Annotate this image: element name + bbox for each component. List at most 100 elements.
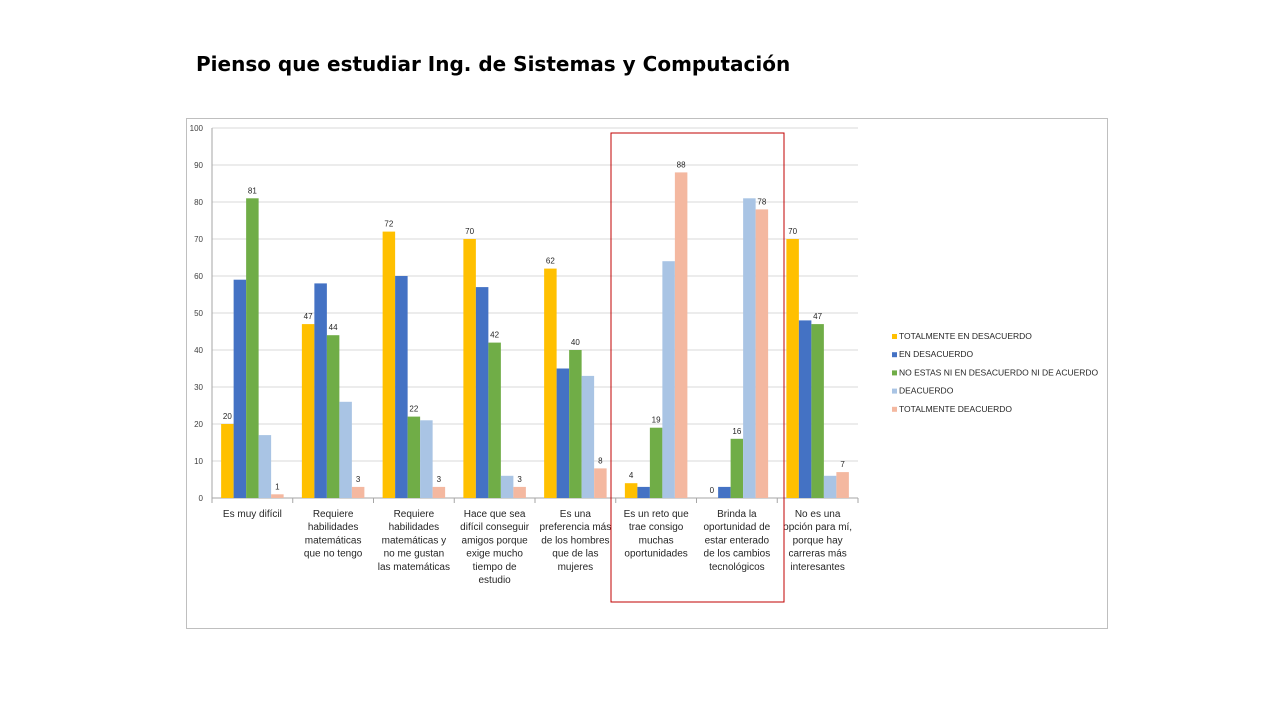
bar [420, 420, 433, 498]
legend-swatch [892, 370, 897, 376]
data-label: 7 [840, 460, 845, 469]
legend-label: DEACUERDO [899, 386, 954, 396]
legend-label: EN DESACUERDO [899, 349, 974, 359]
y-tick-label: 60 [194, 272, 203, 281]
data-labels: 20 81 1 47 44 3 72 22 3 70 42 3 62 40 8 4 19 88 0 16 78 70 47 7 [223, 160, 845, 495]
y-tick-label: 90 [194, 161, 203, 170]
data-label: 44 [329, 323, 338, 332]
bar [637, 486, 650, 498]
y-tick-label: 0 [199, 494, 204, 503]
bar [569, 350, 582, 498]
data-label: 3 [356, 475, 361, 484]
data-label: 62 [546, 257, 555, 266]
data-label: 8 [598, 456, 603, 465]
bar [221, 424, 234, 498]
bar [233, 279, 247, 498]
slide-title: Pienso que estudiar Ing. de Sistemas y C… [196, 52, 791, 76]
y-tick-label: 50 [194, 309, 203, 318]
data-label: 70 [465, 227, 474, 236]
category-label: Brinda la oportunidad de estar enterado de … [704, 509, 771, 573]
bar [301, 324, 315, 498]
data-label: 22 [409, 405, 418, 414]
data-label: 40 [571, 338, 580, 347]
bar [339, 401, 352, 498]
category-label: Requiere habilidades matemáticas que no ten… [304, 509, 363, 560]
bar [786, 239, 799, 498]
bar [488, 342, 501, 498]
legend: TOTALMENTE EN DESACUERDO EN DESACUERDO NO … [892, 331, 1099, 414]
data-label: 0 [710, 486, 715, 495]
bar [326, 335, 340, 498]
bar [743, 198, 756, 499]
y-tick-label: 80 [194, 198, 203, 207]
data-label: 1 [275, 482, 280, 491]
y-tick-label: 70 [194, 235, 203, 244]
data-label: 3 [437, 475, 442, 484]
bar [407, 416, 421, 498]
highlight-rectangle [610, 132, 785, 603]
bar [798, 320, 812, 498]
data-label: 47 [304, 312, 313, 321]
data-label: 3 [517, 475, 522, 484]
highlight-box [610, 132, 785, 603]
bar [755, 209, 769, 498]
legend-label: TOTALMENTE DEACUERDO [899, 404, 1012, 414]
bar [718, 486, 731, 498]
bar [836, 472, 849, 498]
bar [271, 494, 284, 498]
y-tick-label: 20 [194, 420, 203, 429]
bar [730, 438, 744, 498]
bar [823, 475, 837, 498]
bar [556, 368, 570, 498]
bar [581, 375, 595, 498]
legend-swatch [892, 388, 897, 394]
data-label: 4 [629, 471, 634, 480]
category-label: Es un reto que trae consigo muchas oportuni… [624, 509, 689, 560]
legend-label: NO ESTAS NI EN DESACUERDO NI DE ACUERDO [899, 367, 1099, 377]
legend-label: TOTALMENTE EN DESACUERDO [899, 331, 1032, 341]
category-label: Es una preferencia más de los hombres que d… [540, 509, 612, 573]
data-label: 88 [677, 160, 686, 169]
data-label: 81 [248, 186, 257, 195]
bar [246, 198, 259, 499]
y-tick-label: 40 [194, 346, 203, 355]
data-label: 47 [813, 312, 822, 321]
bar [258, 435, 272, 498]
data-label: 42 [490, 331, 499, 340]
bar [662, 261, 675, 498]
category-labels: Es muy difícil Requiere habilidades matemát… [223, 509, 852, 586]
bar [649, 427, 663, 498]
bars [221, 172, 849, 499]
data-label: 19 [652, 416, 661, 425]
category-label: Hace que sea difícil conseguir amigos porq… [460, 509, 530, 586]
data-label: 72 [384, 220, 393, 229]
category-label: Es muy difícil [223, 509, 282, 520]
y-tick-label: 100 [190, 124, 204, 133]
data-label: 20 [223, 412, 232, 421]
bar [351, 486, 365, 498]
y-tick-label: 10 [194, 457, 203, 466]
chart-frame [186, 118, 1108, 629]
bar [314, 283, 327, 498]
bar [382, 231, 396, 498]
legend-swatch [892, 352, 897, 358]
bar [500, 475, 514, 498]
legend-swatch [892, 334, 897, 339]
data-label: 78 [757, 197, 766, 206]
bar [395, 276, 408, 498]
data-label: 70 [788, 227, 797, 236]
y-tick-label: 30 [194, 383, 203, 392]
category-label: No es una opción para mí, porque hay carrer… [783, 509, 852, 573]
bar [475, 287, 489, 498]
data-label: 16 [732, 427, 741, 436]
bar [811, 324, 824, 498]
bar [624, 483, 638, 498]
bar [594, 468, 607, 498]
bar [432, 486, 446, 498]
legend-swatch [892, 406, 897, 412]
bar [513, 486, 526, 498]
bar [544, 268, 557, 498]
category-label: Requiere habilidades matemáticas y no me gu… [378, 509, 450, 573]
bar [674, 172, 688, 498]
